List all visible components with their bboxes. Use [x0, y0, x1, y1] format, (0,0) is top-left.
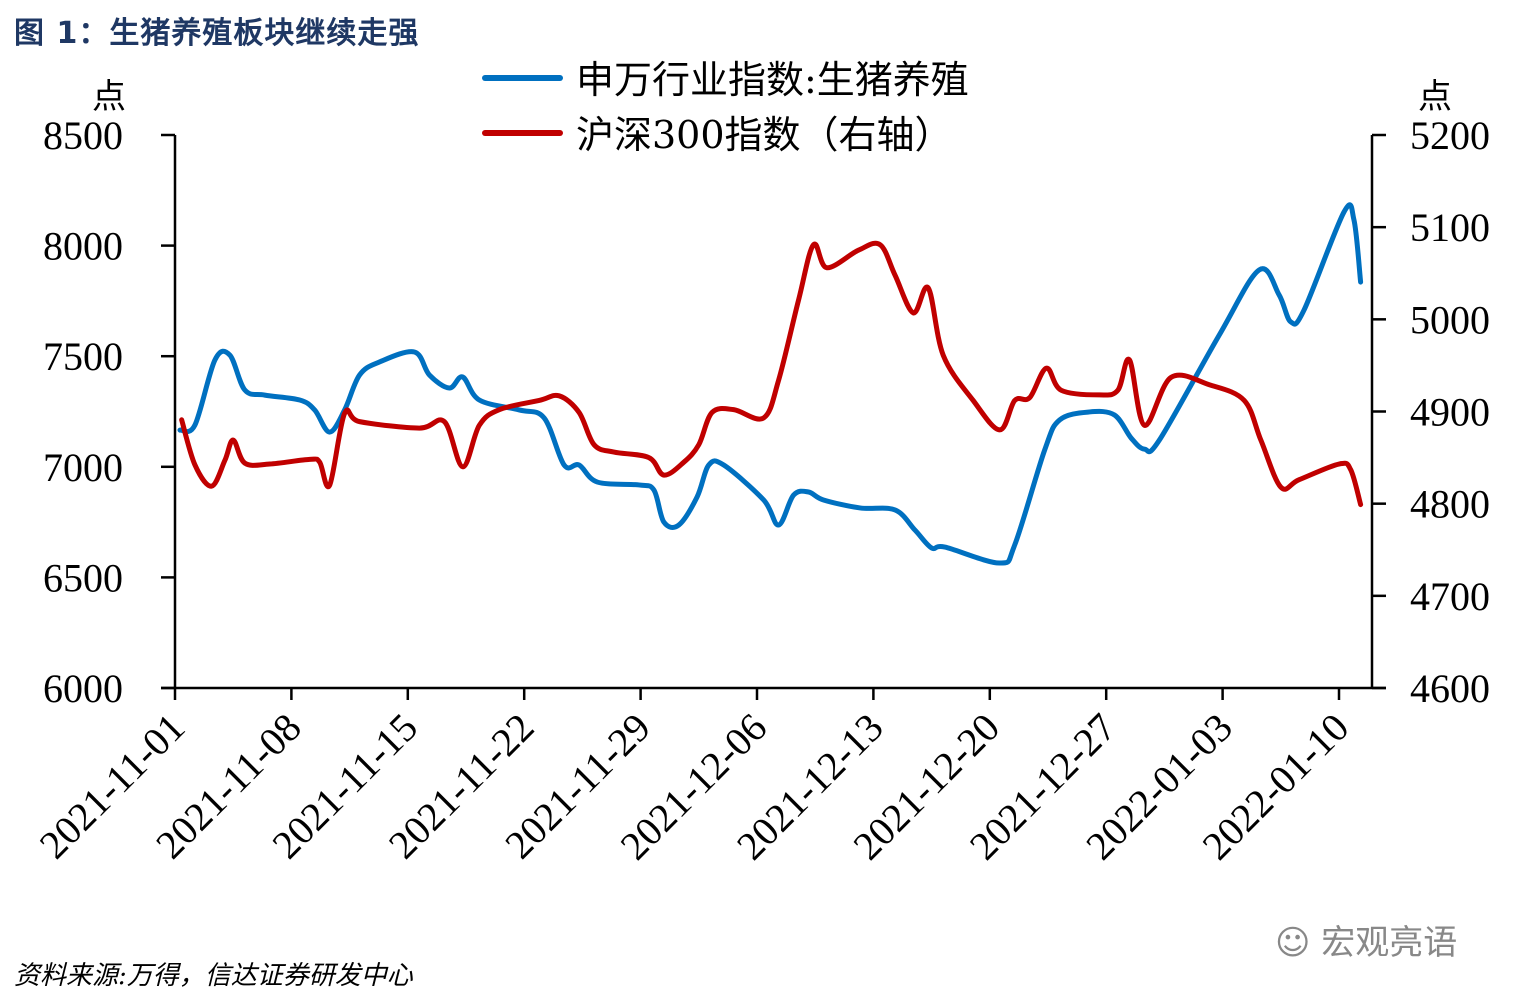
source-note: 资料来源:万得，信达证券研发中心 — [14, 961, 413, 991]
y-right-tick-label: 5100 — [1410, 205, 1490, 250]
y-left-tick-label: 8500 — [43, 113, 123, 158]
y-left-tick-label: 6500 — [43, 555, 123, 600]
figure-title: 图 1：生猪养殖板块继续走强 — [14, 16, 420, 51]
series-line-pig-farming — [177, 202, 1364, 566]
watermark: ☺ 宏观亮语 — [1275, 923, 1458, 963]
y-left-tick-label: 7500 — [43, 334, 123, 379]
y-right-tick-label: 4900 — [1410, 390, 1490, 435]
y-right-tick-label: 4600 — [1410, 666, 1490, 711]
y-left-tick-label: 8000 — [43, 224, 123, 269]
watermark-text: 宏观亮语 — [1321, 923, 1458, 963]
y-right-tick-label: 5200 — [1410, 113, 1490, 158]
y-left-tick-label: 6000 — [43, 666, 123, 711]
y-right-tick-label: 4800 — [1410, 482, 1490, 527]
series-line-hs300 — [179, 240, 1364, 508]
y-left-tick-label: 7000 — [43, 445, 123, 490]
y-right-tick-label: 4700 — [1410, 574, 1490, 619]
y-left-axis-label: 点 — [92, 77, 126, 117]
y-right-axis-label: 点 — [1418, 77, 1452, 117]
legend-label: 申万行业指数:生猪养殖 — [576, 58, 969, 102]
legend-label: 沪深300指数（右轴） — [576, 113, 953, 157]
y-right-tick-label: 5000 — [1410, 297, 1490, 342]
